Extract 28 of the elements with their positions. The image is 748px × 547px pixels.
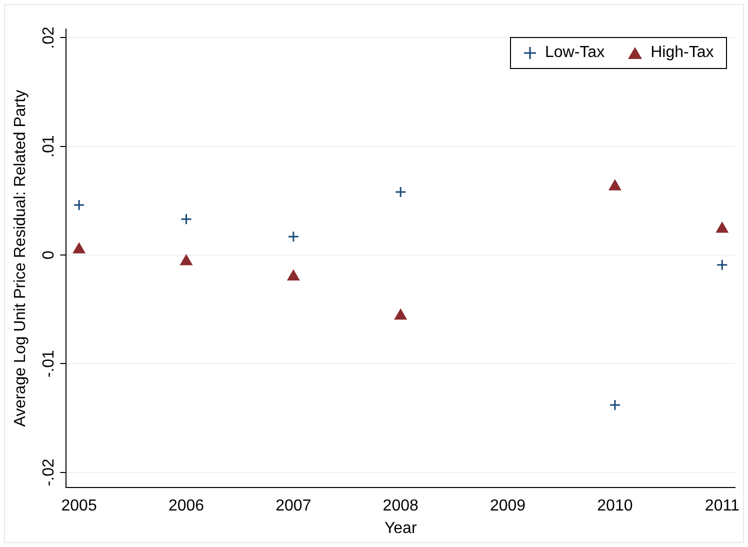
x-tick-label: 2007 bbox=[276, 498, 312, 515]
point bbox=[394, 309, 407, 320]
x-tick-label: 2008 bbox=[382, 498, 418, 515]
y-axis-title: Average Log Unit Price Residual: Related Party bbox=[12, 90, 30, 427]
x-axis-title: Year bbox=[384, 520, 418, 537]
x-tick-label: 2011 bbox=[704, 498, 740, 515]
point bbox=[716, 222, 728, 233]
x-tick-label: 2010 bbox=[597, 498, 633, 515]
point bbox=[394, 186, 406, 198]
y-tick-label: -.02 bbox=[40, 458, 58, 486]
point bbox=[288, 230, 300, 242]
legend-label: High-Tax bbox=[650, 44, 714, 62]
x-tick-label: 2005 bbox=[61, 498, 97, 515]
point bbox=[287, 270, 300, 281]
point bbox=[609, 399, 621, 411]
x-tick-label: 2006 bbox=[168, 498, 204, 515]
point bbox=[180, 254, 192, 266]
point bbox=[716, 259, 728, 271]
point bbox=[73, 199, 85, 211]
point bbox=[609, 180, 621, 190]
x-tick-label: 2009 bbox=[490, 498, 526, 515]
point bbox=[180, 213, 192, 225]
point bbox=[73, 242, 86, 254]
legend-label: Low-Tax bbox=[545, 44, 605, 62]
y-tick-label: .02 bbox=[40, 26, 58, 49]
y-tick-label: .01 bbox=[40, 135, 58, 158]
y-tick-label: -.01 bbox=[40, 350, 58, 378]
y-tick-label: 0 bbox=[40, 250, 58, 260]
